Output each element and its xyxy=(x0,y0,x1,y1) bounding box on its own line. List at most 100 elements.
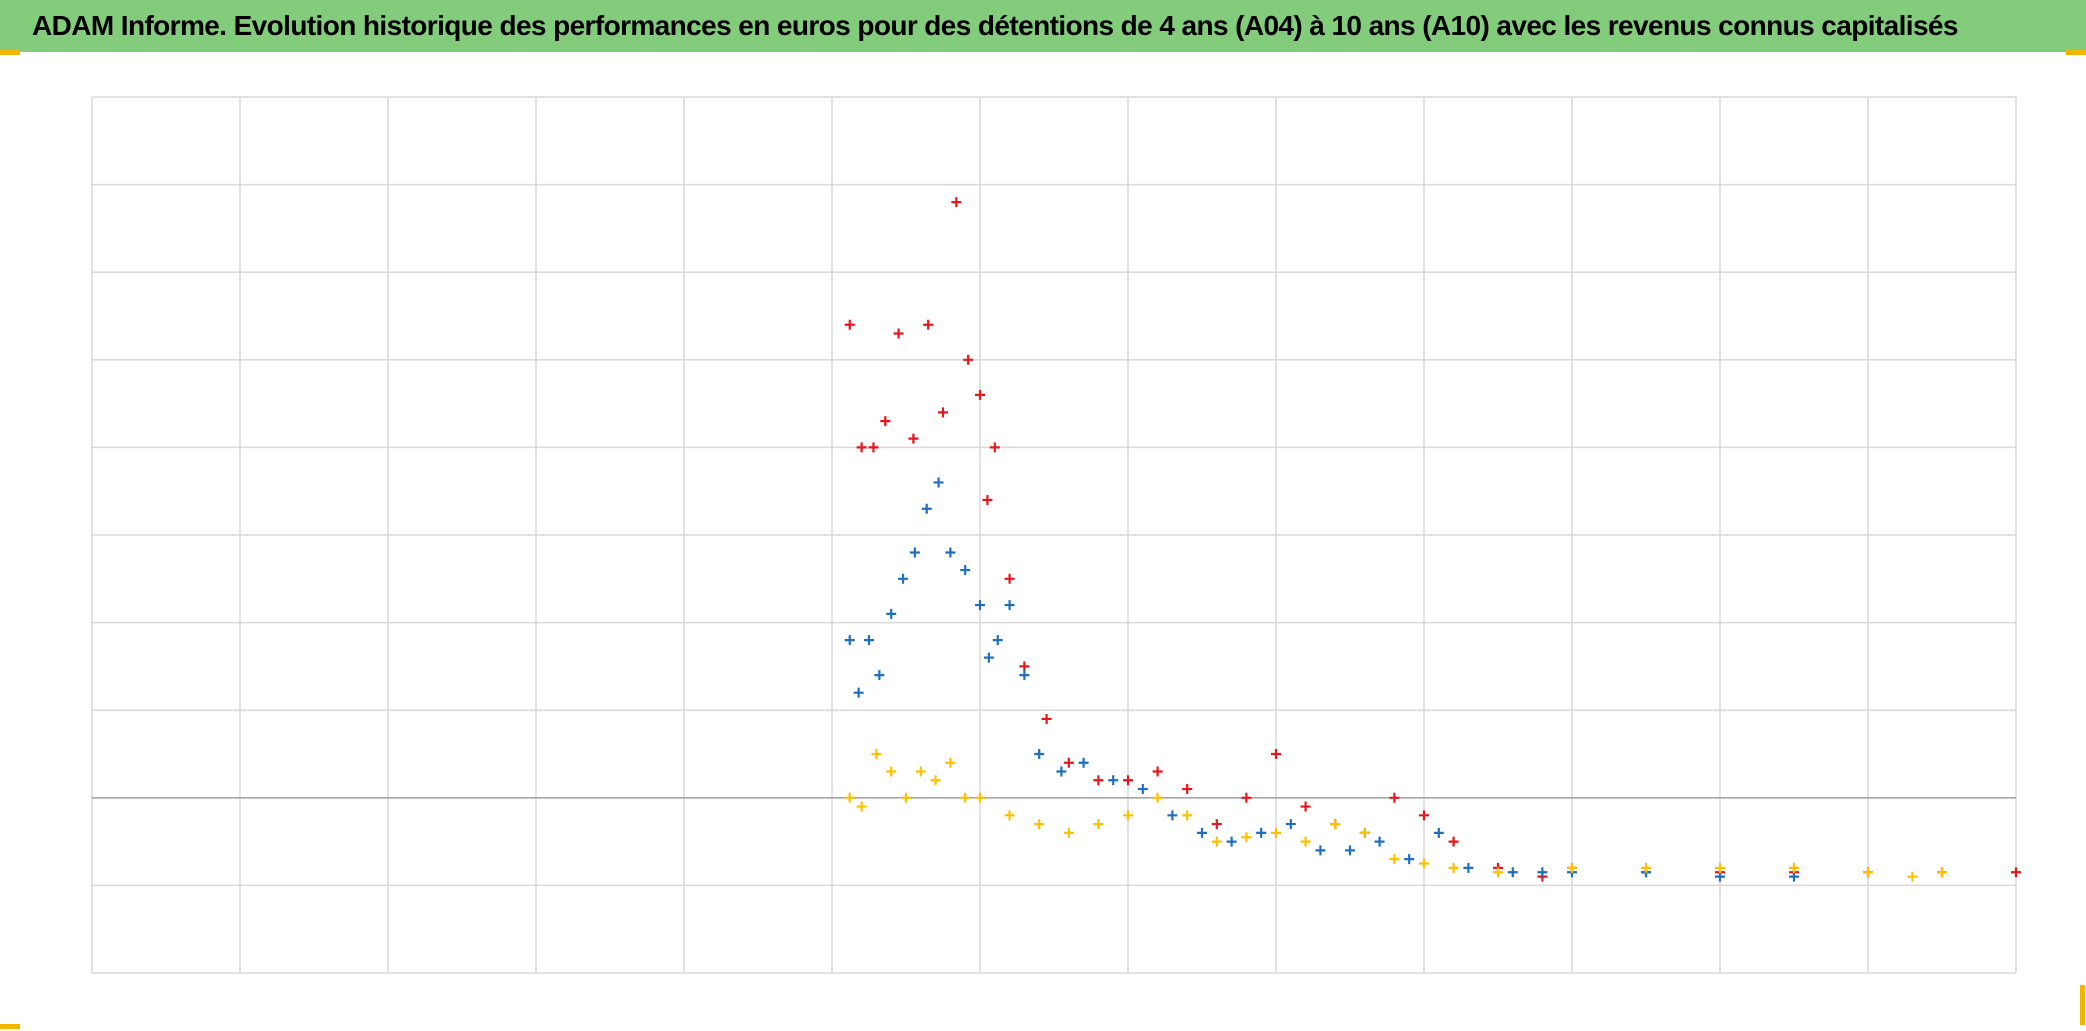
data-point xyxy=(1093,819,1104,830)
data-point xyxy=(1419,810,1429,821)
data-point xyxy=(1063,827,1074,838)
chart-title-bar: ADAM Informe. Evolution historique des p… xyxy=(0,0,2086,52)
data-point xyxy=(1182,784,1193,795)
corner-mark-bottom-left xyxy=(0,1024,20,1029)
corner-mark-top-right xyxy=(2066,50,2086,55)
data-point xyxy=(938,407,948,418)
data-point xyxy=(893,328,904,339)
data-point xyxy=(963,354,974,365)
chart-title: ADAM Informe. Evolution historique des p… xyxy=(32,10,1958,41)
data-point xyxy=(1041,713,1052,724)
data-point xyxy=(886,766,897,777)
data-point xyxy=(982,494,993,505)
data-point xyxy=(1019,661,1030,672)
data-point xyxy=(975,600,985,611)
data-point xyxy=(1152,766,1163,777)
data-point xyxy=(1715,871,1725,882)
data-point xyxy=(1863,867,1873,878)
data-point xyxy=(868,442,879,453)
data-point xyxy=(880,416,891,427)
data-point xyxy=(1211,819,1222,830)
data-points xyxy=(844,197,2021,882)
data-point xyxy=(1330,819,1341,830)
data-point xyxy=(1937,867,1947,878)
data-point xyxy=(1056,766,1067,777)
data-point xyxy=(898,573,909,584)
data-point xyxy=(1093,775,1104,786)
data-point xyxy=(1907,871,1918,882)
data-point xyxy=(992,635,1003,646)
data-point xyxy=(856,801,867,812)
data-point xyxy=(1359,827,1370,838)
data-point xyxy=(1389,854,1400,865)
data-point xyxy=(844,319,855,330)
data-point xyxy=(1152,792,1163,803)
data-point xyxy=(1493,867,1503,878)
data-point xyxy=(853,687,864,698)
data-point xyxy=(1063,757,1074,768)
data-point xyxy=(1789,871,1799,882)
data-point xyxy=(864,635,874,646)
data-point xyxy=(1211,836,1222,847)
data-point xyxy=(1241,832,1252,843)
data-point xyxy=(960,792,971,803)
data-point xyxy=(1108,775,1119,786)
data-point xyxy=(1374,836,1385,847)
data-point xyxy=(1182,810,1193,821)
data-point xyxy=(975,792,985,803)
data-point xyxy=(1241,792,1252,803)
data-point xyxy=(951,197,962,208)
corner-mark-top-left xyxy=(0,50,20,55)
data-point xyxy=(901,792,911,803)
data-point xyxy=(856,442,867,453)
data-point xyxy=(1256,827,1267,838)
data-point xyxy=(945,547,956,558)
data-point xyxy=(1004,810,1015,821)
data-point xyxy=(1537,867,1548,878)
data-point xyxy=(844,635,855,646)
data-point xyxy=(945,757,956,768)
data-point xyxy=(874,670,885,681)
data-point xyxy=(886,608,897,619)
data-point xyxy=(1300,801,1311,812)
data-point xyxy=(1167,810,1178,821)
data-point xyxy=(1789,862,1799,873)
data-point xyxy=(1034,819,1045,830)
data-point xyxy=(933,477,944,488)
data-point xyxy=(1448,836,1459,847)
data-point xyxy=(1404,854,1415,865)
data-point xyxy=(1315,845,1326,856)
data-point xyxy=(1197,827,1207,838)
data-point xyxy=(1345,845,1355,856)
data-point xyxy=(908,433,919,444)
data-point xyxy=(1567,862,1577,873)
data-point xyxy=(871,749,882,759)
data-point xyxy=(1419,858,1429,869)
data-point xyxy=(930,775,941,786)
data-point xyxy=(1285,819,1296,830)
data-point xyxy=(1463,862,1474,873)
data-point xyxy=(1123,775,1133,786)
data-point xyxy=(1019,670,1030,681)
corner-mark-bottom-right-v xyxy=(2080,985,2085,1025)
data-point xyxy=(960,565,971,576)
data-point xyxy=(1078,757,1089,768)
data-point xyxy=(1004,600,1015,611)
data-point xyxy=(1448,862,1459,873)
data-point xyxy=(2011,867,2021,878)
data-point xyxy=(989,442,1000,453)
data-point xyxy=(909,547,920,558)
data-point xyxy=(1715,862,1725,873)
data-point xyxy=(1123,810,1133,821)
series-2 xyxy=(844,749,1947,882)
data-point xyxy=(975,389,985,400)
data-point xyxy=(915,766,926,777)
data-point xyxy=(1226,836,1237,847)
data-point xyxy=(1034,749,1045,759)
scatter-chart xyxy=(91,96,2021,974)
data-point xyxy=(1433,827,1444,838)
data-point xyxy=(1271,827,1281,838)
data-point xyxy=(923,319,934,330)
data-point xyxy=(921,503,932,514)
data-point xyxy=(1004,573,1015,584)
